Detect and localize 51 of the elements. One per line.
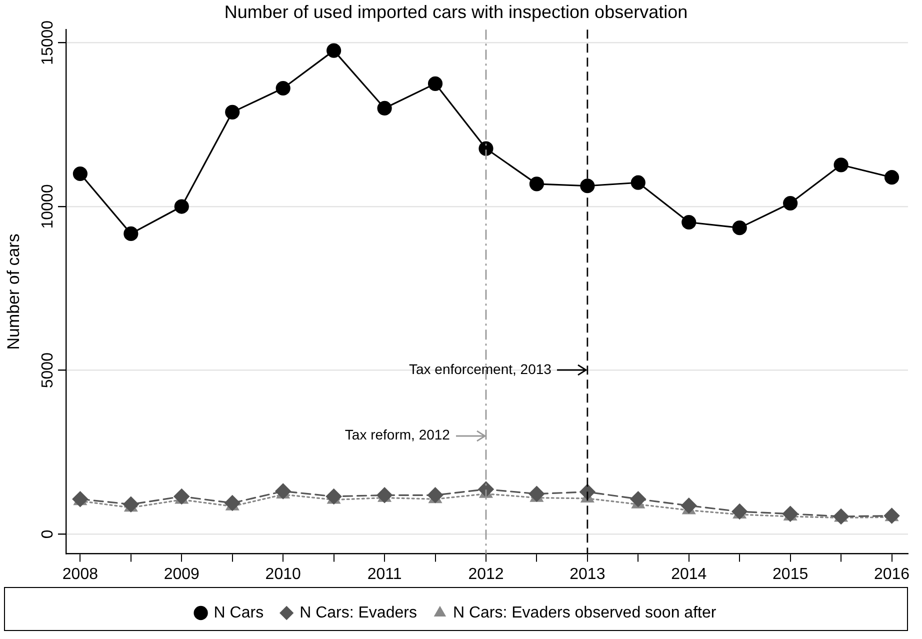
point [732, 504, 748, 520]
point [123, 496, 139, 512]
point [884, 170, 900, 185]
chart-title: Number of used imported cars with inspection observation [224, 2, 688, 22]
point [834, 158, 848, 172]
point [783, 196, 798, 211]
point [427, 487, 444, 503]
point [377, 100, 392, 116]
point [326, 488, 342, 504]
legend-label: N Cars [214, 604, 264, 622]
point [833, 508, 849, 524]
x-tick-label: 2014 [671, 566, 707, 583]
y-axis-title: Number of cars [4, 234, 23, 350]
point [478, 481, 494, 498]
point [884, 508, 900, 524]
point [326, 43, 342, 58]
point [174, 488, 190, 504]
y-tick-label: 0 [39, 530, 56, 539]
point [681, 498, 697, 514]
point [630, 175, 646, 190]
point [124, 226, 138, 242]
x-tick-label: 2015 [772, 566, 808, 583]
x-tick-label: 2011 [367, 566, 402, 583]
point [72, 166, 88, 182]
point [580, 178, 595, 194]
y-tick-label: 15000 [39, 20, 56, 65]
point [224, 495, 240, 511]
point [478, 141, 494, 156]
legend-label: N Cars: Evaders [300, 604, 417, 622]
point [682, 214, 696, 230]
point [529, 176, 544, 192]
point [376, 487, 392, 503]
x-tick-label: 2013 [570, 566, 606, 583]
x-tick-label: 2008 [62, 566, 98, 583]
point [225, 104, 240, 120]
x-tick-label: 2012 [468, 566, 504, 583]
point [528, 486, 545, 502]
point [276, 80, 290, 96]
annotation: Tax reform, 2012 [344, 426, 450, 443]
x-tick-label: 2010 [265, 566, 301, 583]
x-tick-label: 2016 [874, 566, 910, 583]
legend-label: N Cars: Evaders observed soon after [452, 604, 717, 622]
point [630, 491, 646, 507]
point [174, 199, 189, 214]
y-tick-label: 10000 [39, 184, 56, 229]
annotation: Tax enforcement, 2013 [409, 361, 552, 378]
y-tick-label: 5000 [39, 352, 56, 388]
point [428, 76, 443, 91]
x-tick-label: 2009 [164, 566, 200, 583]
point [732, 220, 747, 236]
point [275, 483, 291, 500]
